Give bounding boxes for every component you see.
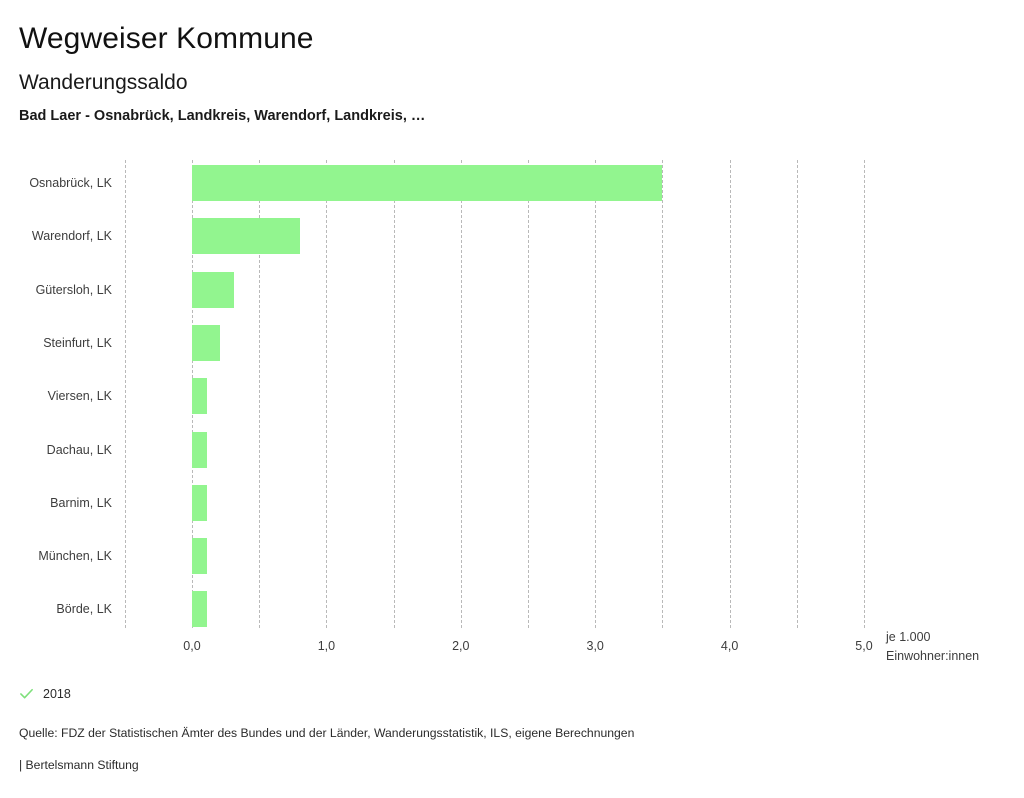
gridline bbox=[124, 160, 126, 628]
category-label: Steinfurt, LK bbox=[43, 335, 112, 350]
publisher-note: | Bertelsmann Stiftung bbox=[19, 758, 139, 773]
bar-row[interactable]: Barnim, LK bbox=[0, 484, 1024, 538]
category-label: Warendorf, LK bbox=[31, 229, 112, 244]
bar-row[interactable]: Warendorf, LK bbox=[0, 218, 1024, 271]
x-tick-label: 3,0 bbox=[586, 639, 604, 653]
gridline bbox=[864, 160, 865, 628]
chart-footer: Quelle: FDZ der Statistischen Ämter des … bbox=[19, 725, 999, 774]
bar-row[interactable]: Dachau, LK bbox=[0, 431, 1024, 485]
page-title: Wegweiser Kommune bbox=[19, 22, 314, 55]
bar-row[interactable]: Gütersloh, LK bbox=[0, 271, 1024, 325]
gridline bbox=[460, 160, 462, 628]
x-tick-label: 4,0 bbox=[720, 639, 739, 653]
bar-row[interactable]: Viersen, LK bbox=[0, 378, 1024, 431]
x-tick-label: 0,0 bbox=[183, 639, 201, 653]
category-label: Viersen, LK bbox=[47, 389, 112, 404]
chart-legend[interactable]: 2018 bbox=[19, 686, 71, 701]
chart-header: Wegweiser Kommune Wanderungssaldo Bad La… bbox=[19, 0, 999, 125]
gridline bbox=[796, 160, 798, 628]
category-label: Börde, LK bbox=[56, 602, 112, 617]
gridline bbox=[326, 160, 328, 628]
category-label: Gütersloh, LK bbox=[35, 282, 112, 297]
chart-scope-label: Bad Laer - Osnabrück, Landkreis, Warendo… bbox=[19, 108, 426, 125]
category-label: München, LK bbox=[38, 549, 112, 564]
bar[interactable] bbox=[192, 484, 207, 521]
category-label: Osnabrück, LK bbox=[29, 176, 112, 190]
bar[interactable] bbox=[192, 431, 207, 468]
bar[interactable] bbox=[192, 591, 207, 628]
gridline bbox=[528, 160, 529, 628]
x-tick-label: 5,0 bbox=[855, 639, 873, 653]
gridline bbox=[729, 160, 731, 628]
x-tick-label: 1,0 bbox=[317, 639, 336, 653]
axis-unit-line-2: Einwohner:innen bbox=[886, 649, 980, 663]
chart-subtitle: Wanderungssaldo bbox=[19, 71, 188, 94]
bar-row[interactable]: Steinfurt, LK bbox=[0, 324, 1024, 378]
bar[interactable] bbox=[192, 218, 300, 255]
axis-unit-line-1: je 1.000 bbox=[886, 630, 931, 644]
legend-item-label: 2018 bbox=[43, 686, 71, 701]
bar[interactable] bbox=[192, 165, 663, 201]
bar[interactable] bbox=[192, 538, 207, 575]
source-note: Quelle: FDZ der Statistischen Ämter des … bbox=[19, 726, 635, 740]
category-label: Dachau, LK bbox=[46, 442, 112, 457]
bar-row[interactable]: Osnabrück, LK bbox=[0, 165, 1024, 218]
x-tick-label: 2,0 bbox=[452, 639, 470, 653]
check-icon bbox=[20, 688, 33, 699]
axis-unit-label: je 1.000 Einwohner:innen bbox=[886, 628, 979, 666]
gridline bbox=[595, 160, 597, 628]
gridline bbox=[393, 160, 395, 628]
bar-row[interactable]: Börde, LK bbox=[0, 591, 1024, 644]
bar[interactable] bbox=[192, 324, 221, 361]
bar-row[interactable]: München, LK bbox=[0, 538, 1024, 591]
bar[interactable] bbox=[192, 378, 207, 415]
gridline bbox=[662, 160, 664, 628]
gridline bbox=[259, 160, 261, 628]
bar[interactable] bbox=[192, 271, 234, 308]
category-label: Barnim, LK bbox=[50, 495, 112, 510]
